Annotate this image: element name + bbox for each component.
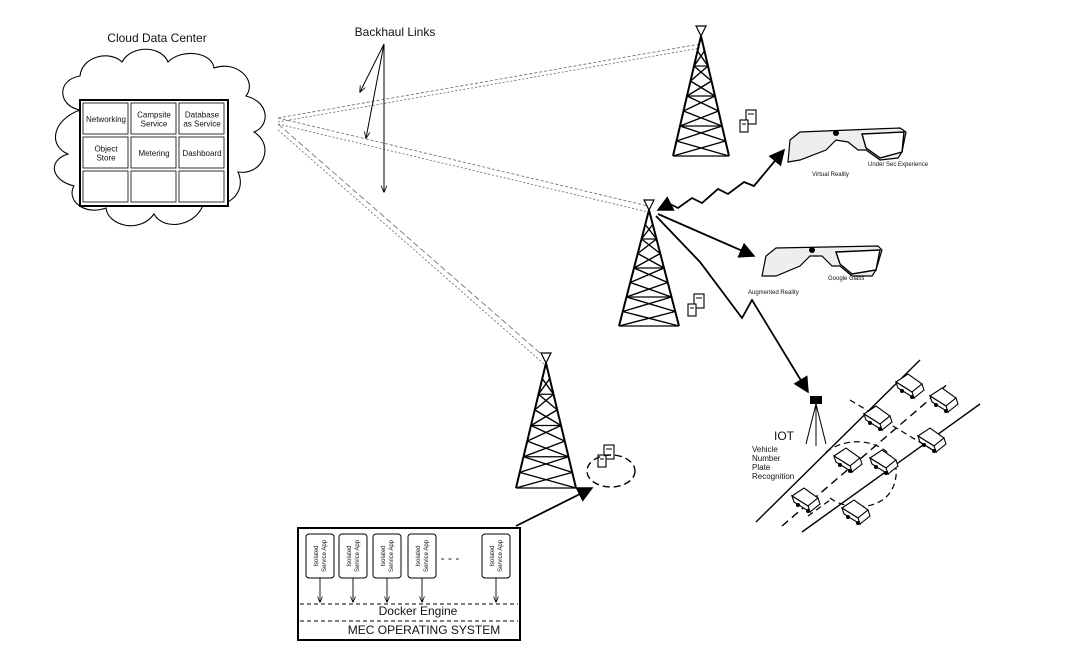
container-app: Isolated Service App (305, 533, 335, 602)
mec-server-ring (586, 454, 636, 488)
service-label: Networking (86, 115, 126, 124)
ar-caption: Google Glass (828, 276, 864, 282)
mec-host: Isolated Service App Isolated Service App Is… (297, 527, 521, 641)
vehicle-icon (833, 447, 863, 474)
cloud-services-grid: Networking Campsite Service Database as Serv… (82, 102, 225, 203)
service-cell (130, 170, 177, 203)
service-cell (82, 136, 129, 169)
iot-scene: IOT Vehicle Number Plate Recognition (752, 359, 981, 533)
container-app: Isolated Service App (481, 533, 511, 602)
service-cell (82, 170, 129, 203)
service-cell (178, 170, 225, 203)
vehicle-icon (895, 373, 925, 400)
vehicle-icon (841, 499, 871, 526)
vr-caption: Under Sec Experience (868, 162, 929, 168)
edge-server-icon (739, 109, 757, 133)
docker-engine-label: Docker Engine (379, 604, 458, 618)
container-label: Isolated Service App (314, 539, 328, 572)
service-cell (178, 102, 225, 135)
service-label: Metering (138, 149, 169, 158)
vehicle-icon (869, 449, 899, 476)
cloud-title: Cloud Data Center (107, 31, 206, 45)
device-links (515, 148, 809, 527)
service-cell (82, 102, 129, 135)
vr-glasses: Virtual Reality Under Sec Experience (787, 127, 929, 178)
container-app: Isolated Service App (407, 533, 437, 602)
service-label: Campsite Service (137, 111, 171, 129)
mec-os-label: MEC OPERATING SYSTEM (348, 623, 500, 637)
container-app: Isolated Service App (338, 533, 368, 602)
container-app: Isolated Service App (372, 533, 402, 602)
container-label: Isolated Service App (490, 539, 504, 572)
service-label: Dashboard (182, 149, 221, 158)
camera-tripod-icon (805, 396, 827, 446)
ar-label: Augmented Reality (748, 290, 799, 296)
edge-server-icon (687, 293, 705, 317)
ar-glasses: Augmented Reality Google Glass (748, 245, 883, 296)
vehicle-icon (863, 405, 893, 432)
backhaul-label: Backhaul Links (355, 25, 436, 39)
service-cell (130, 136, 177, 169)
service-cell (178, 136, 225, 169)
vr-label: Virtual Reality (812, 172, 849, 178)
iot-title: IOT (774, 429, 795, 443)
container-label: Isolated Service App (347, 539, 361, 572)
vehicle-icon (791, 487, 821, 514)
ellipsis: - - - (441, 551, 460, 565)
backhaul-links: Backhaul Links (277, 25, 701, 365)
container-label: Isolated Service App (381, 539, 395, 572)
vehicle-icon (929, 387, 959, 414)
cloud-data-center: Cloud Data Center Networking Campsite Serv… (53, 31, 266, 227)
isolated-service-apps: Isolated Service App Isolated Service App Is… (305, 533, 511, 602)
service-cell (130, 102, 177, 135)
cell-tower-edge (515, 352, 577, 489)
container-label: Isolated Service App (416, 539, 430, 572)
iot-subtitle: Vehicle Number Plate Recognition (752, 445, 794, 481)
cell-tower-top (672, 25, 730, 157)
cell-tower-middle (618, 199, 680, 327)
service-label: Object Store (94, 145, 118, 163)
service-label: Database as Service (183, 111, 221, 129)
